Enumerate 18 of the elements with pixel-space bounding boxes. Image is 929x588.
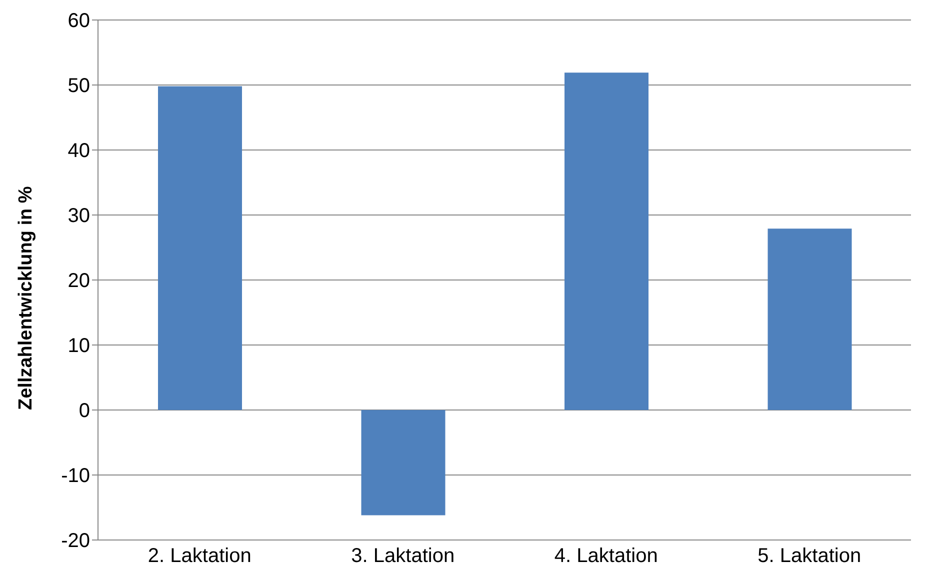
y-axis-title: Zellzahlentwicklung in % [16, 186, 37, 410]
x-tick-label: 3. Laktation [351, 545, 455, 568]
y-tick-label: 20 [68, 270, 90, 292]
bar [564, 72, 648, 410]
x-tick-label: 5. Laktation [758, 545, 862, 568]
y-tick-label: 30 [68, 205, 90, 228]
y-tick-label: 0 [78, 400, 90, 422]
y-tick-label: 50 [68, 75, 90, 98]
y-tick-label: 40 [68, 140, 90, 162]
bar [361, 410, 446, 516]
x-tick-label: 4. Laktation [554, 545, 658, 568]
y-tick-label: 10 [68, 335, 90, 358]
y-tick-label: -20 [61, 530, 90, 552]
bar [158, 86, 242, 410]
y-tick-label: -10 [61, 465, 90, 488]
x-tick-label: 2. Laktation [148, 545, 252, 568]
y-tick-label: 60 [68, 10, 90, 32]
bar [768, 228, 852, 410]
